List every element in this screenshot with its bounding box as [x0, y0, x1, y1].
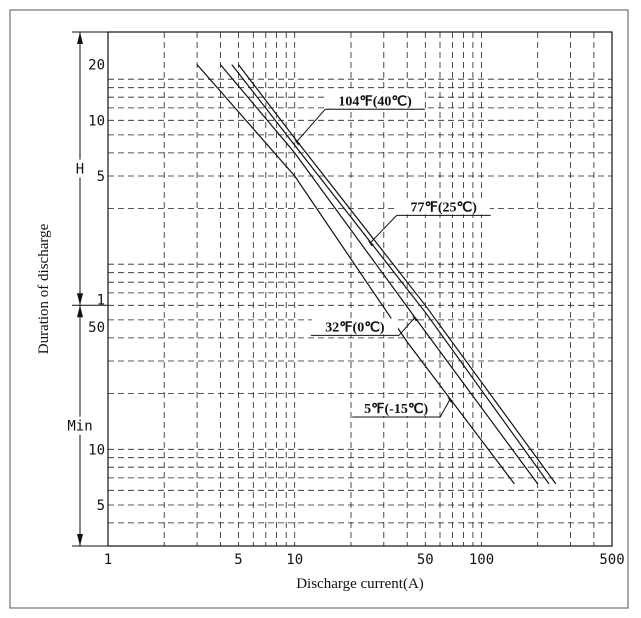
- leader-arrow-icon: [447, 397, 454, 403]
- series-labels: 104℉(40℃) 77℉(25℃) 32℉(0℃) 5℉(-15℃): [294, 92, 491, 418]
- series-line: [231, 64, 550, 485]
- label-leader: [370, 215, 398, 243]
- y-tick-label: 10: [88, 113, 105, 129]
- leader-arrow-icon: [411, 315, 418, 322]
- leader-arrow-icon: [367, 240, 374, 247]
- series-line: [196, 64, 515, 485]
- y-tick-label: 5: [97, 498, 105, 514]
- x-axis-title: Discharge current(A): [296, 576, 424, 592]
- x-tick-label: 50: [417, 552, 434, 568]
- y-tick-label: 1: [97, 292, 105, 308]
- y-tick-label: 5: [97, 169, 105, 185]
- label-leader: [439, 398, 451, 418]
- label-bg: [353, 400, 440, 416]
- leader-arrow-icon: [294, 139, 301, 146]
- arrow-down-icon: [77, 534, 83, 546]
- y-axis-title: Duration of discharge: [36, 223, 52, 354]
- label-bg: [326, 92, 425, 109]
- series-label: 5℉(-15℃): [364, 402, 428, 417]
- arrow-up-icon: [77, 305, 83, 318]
- x-tick-label: 5: [234, 552, 242, 568]
- x-tick-label: 500: [599, 552, 624, 568]
- label-bg: [397, 198, 490, 215]
- x-tick-label: 1: [104, 552, 112, 568]
- x-tick-label: 100: [469, 552, 494, 568]
- unit-label: H: [76, 162, 84, 178]
- frame-border: [9, 9, 629, 609]
- series-label: 104℉(40℃): [338, 94, 412, 109]
- outer-frame: [9, 9, 629, 609]
- unit-label-bg: [66, 416, 94, 435]
- label-bg: [311, 318, 398, 335]
- y-tick-label: 20: [88, 58, 105, 74]
- arrow-down-icon: [77, 293, 83, 306]
- plot-border: [107, 31, 613, 547]
- series-label: 32℉(0℃): [325, 320, 385, 335]
- unit-label: Min: [67, 419, 92, 435]
- series-line: [219, 64, 539, 485]
- label-leader: [296, 108, 326, 142]
- series-label: 77℉(25℃): [411, 200, 478, 215]
- y-tick-label: 50: [88, 320, 105, 336]
- label-leader: [398, 317, 416, 336]
- arrow-up-icon: [77, 32, 83, 44]
- series-lines: [196, 64, 557, 485]
- y-tick-label: 10: [88, 442, 105, 458]
- unit-label-bg: [66, 159, 94, 178]
- series-line: [238, 64, 557, 485]
- y-dimension-axis: H Min: [66, 31, 108, 547]
- tick-labels: 1 5 10 50 100 500 20 10 5 1 50 10 5: [88, 58, 625, 568]
- x-tick-label: 10: [286, 552, 303, 568]
